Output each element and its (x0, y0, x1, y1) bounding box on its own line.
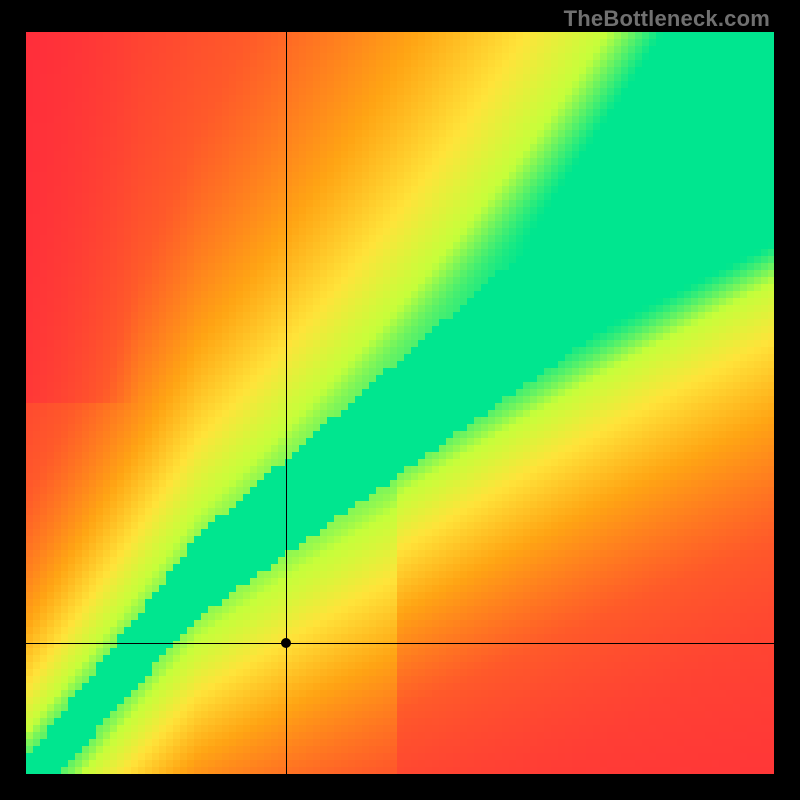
heatmap-plot-area (26, 32, 774, 774)
heatmap-canvas (26, 32, 774, 774)
crosshair-marker (281, 638, 291, 648)
watermark-text: TheBottleneck.com (564, 6, 770, 32)
crosshair-vertical-line (286, 32, 287, 774)
root-container: TheBottleneck.com (0, 0, 800, 800)
crosshair-horizontal-line (26, 643, 774, 644)
